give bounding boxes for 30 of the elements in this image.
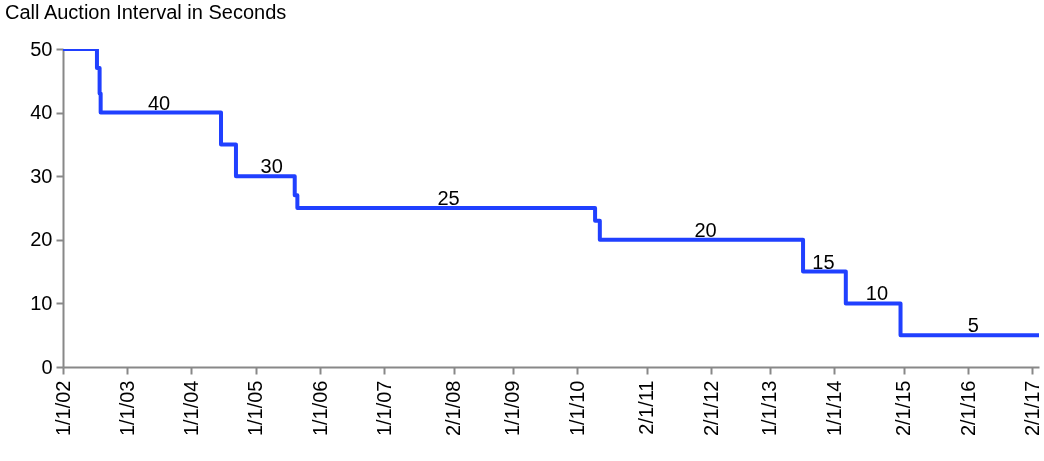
annotation: 30 — [260, 155, 283, 178]
x-tick-label: 1/1/03 — [115, 380, 138, 437]
x-tick-label: 1/1/14 — [822, 380, 845, 437]
annotation: 40 — [147, 91, 171, 114]
x-tick-label: 1/1/09 — [501, 380, 524, 437]
x-tick-label: 2/1/12 — [699, 380, 722, 437]
x-tick-label: 1/1/04 — [179, 380, 202, 437]
x-tick-label: 1/1/02 — [51, 380, 74, 437]
y-tick-label: 30 — [30, 164, 53, 187]
y-tick-label: 20 — [30, 228, 53, 251]
x-tick-label: 2/1/16 — [956, 380, 979, 437]
annotation: 20 — [694, 218, 717, 241]
x-tick-label: 1/1/07 — [372, 380, 395, 437]
x-tick-label: 2/1/11 — [635, 380, 658, 435]
y-tick-label: 50 — [30, 37, 53, 60]
x-tick-label: 2/1/15 — [892, 380, 915, 437]
y-tick-label: 0 — [41, 355, 53, 378]
x-tick-label: 1/1/13 — [758, 380, 781, 437]
annotation: 15 — [812, 250, 835, 273]
chart-title: Call Auction Interval in Seconds — [5, 1, 287, 23]
annotation: 10 — [865, 282, 889, 305]
x-tick-label: 1/1/06 — [308, 380, 331, 437]
y-tick-label: 40 — [30, 101, 53, 124]
x-tick-label: 2/1/17 — [1020, 380, 1043, 437]
annotation: 25 — [437, 187, 460, 209]
x-tick-label: 1/1/10 — [565, 380, 588, 437]
x-tick-label: 1/1/05 — [244, 380, 267, 437]
x-tick-label: 2/1/08 — [442, 380, 465, 437]
annotation: 5 — [967, 314, 979, 337]
y-tick-label: 10 — [30, 291, 53, 314]
